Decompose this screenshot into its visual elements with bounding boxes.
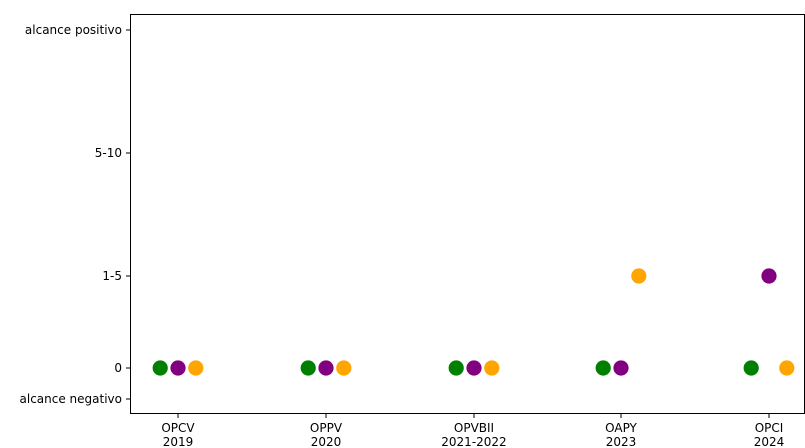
x-tick-label-line2: 2019 xyxy=(163,435,194,448)
data-point xyxy=(170,360,186,376)
x-tick-label-line1: OAPY xyxy=(605,421,637,435)
data-point xyxy=(631,268,647,284)
data-point xyxy=(466,360,482,376)
y-tick-label: alcance positivo xyxy=(25,23,122,37)
y-tick-label: 0 xyxy=(114,361,122,375)
x-tick-label-line1: OPCV xyxy=(161,421,195,435)
y-tick-label: 5-10 xyxy=(95,146,122,160)
data-point xyxy=(779,360,795,376)
x-tick-label-line2: 2024 xyxy=(754,435,785,448)
plot-border xyxy=(130,14,805,414)
x-tick-label-line1: OPCI xyxy=(755,421,784,435)
x-tick-label-line2: 2021-2022 xyxy=(441,435,506,448)
x-tick-label-line1: OPPV xyxy=(310,421,343,435)
data-point xyxy=(484,360,500,376)
data-point xyxy=(761,268,777,284)
data-point xyxy=(300,360,316,376)
y-tick-label: 1-5 xyxy=(102,269,122,283)
plot-frame xyxy=(130,14,805,414)
data-point xyxy=(743,360,759,376)
data-point xyxy=(595,360,611,376)
y-axis: alcance negativo 0 1-5 5-10 alcance positivo xyxy=(20,23,130,406)
x-tick-label-line1: OPVBII xyxy=(454,421,494,435)
data-point xyxy=(188,360,204,376)
data-point xyxy=(613,360,629,376)
x-tick-label-line2: 2020 xyxy=(311,435,342,448)
data-point xyxy=(336,360,352,376)
data-points xyxy=(152,268,795,376)
y-tick-label: alcance negativo xyxy=(20,392,122,406)
data-point xyxy=(152,360,168,376)
x-tick-label-line2: 2023 xyxy=(606,435,637,448)
data-point xyxy=(318,360,334,376)
data-point xyxy=(448,360,464,376)
